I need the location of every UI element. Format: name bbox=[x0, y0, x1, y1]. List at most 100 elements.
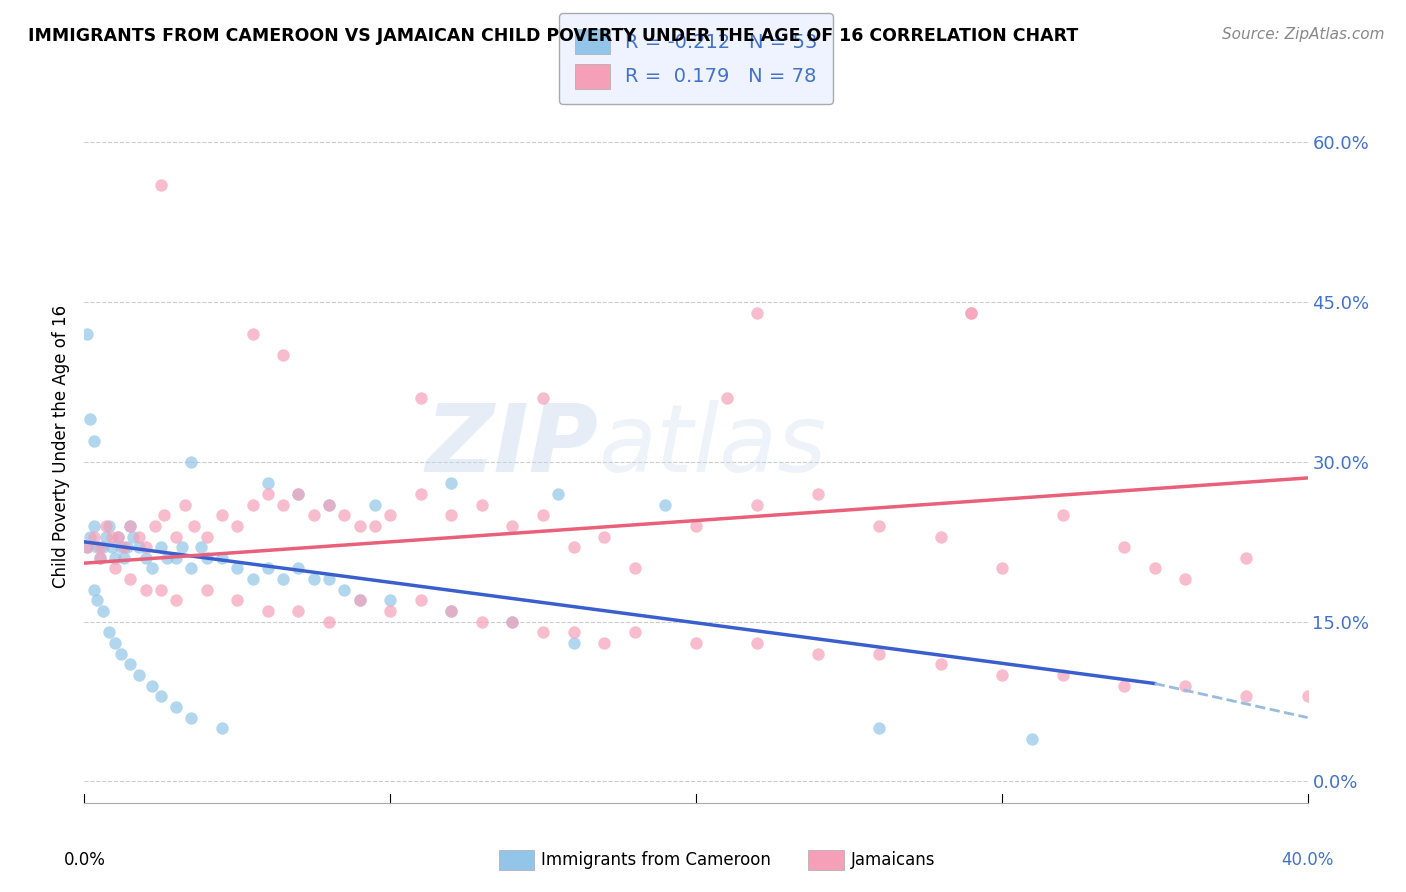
Text: IMMIGRANTS FROM CAMEROON VS JAMAICAN CHILD POVERTY UNDER THE AGE OF 16 CORRELATI: IMMIGRANTS FROM CAMEROON VS JAMAICAN CHI… bbox=[28, 27, 1078, 45]
Point bbox=[149, 540, 172, 554]
Point bbox=[380, 593, 402, 607]
Point bbox=[83, 434, 105, 448]
Point bbox=[135, 540, 157, 554]
Point bbox=[531, 508, 554, 523]
Point bbox=[107, 529, 129, 543]
Point bbox=[271, 572, 294, 586]
Point bbox=[1236, 550, 1258, 565]
Point bbox=[89, 550, 111, 565]
Point bbox=[333, 582, 356, 597]
Point bbox=[97, 519, 120, 533]
Point bbox=[747, 498, 769, 512]
Point bbox=[89, 550, 111, 565]
Point bbox=[547, 487, 569, 501]
Point bbox=[747, 306, 769, 320]
Point bbox=[149, 178, 172, 192]
Point bbox=[226, 519, 249, 533]
Point bbox=[141, 561, 163, 575]
Point bbox=[1296, 690, 1319, 704]
Point bbox=[165, 550, 187, 565]
Point bbox=[287, 604, 309, 618]
Point bbox=[107, 529, 129, 543]
Point bbox=[180, 710, 202, 724]
Point bbox=[364, 519, 387, 533]
Point bbox=[685, 636, 707, 650]
Point bbox=[226, 593, 249, 607]
Point bbox=[318, 498, 340, 512]
Point bbox=[685, 519, 707, 533]
Point bbox=[318, 498, 340, 512]
Point bbox=[1174, 572, 1197, 586]
Point bbox=[83, 529, 105, 543]
Point bbox=[135, 550, 157, 565]
Point bbox=[120, 572, 142, 586]
Text: Jamaicans: Jamaicans bbox=[851, 851, 935, 869]
Point bbox=[120, 519, 142, 533]
Point bbox=[165, 700, 187, 714]
Point bbox=[287, 561, 309, 575]
Point bbox=[91, 540, 114, 554]
Point bbox=[79, 412, 101, 426]
Point bbox=[91, 604, 114, 618]
Point bbox=[562, 625, 585, 640]
Point bbox=[929, 529, 952, 543]
Point bbox=[869, 721, 891, 735]
Text: 40.0%: 40.0% bbox=[1281, 851, 1334, 869]
Point bbox=[115, 540, 138, 554]
Text: ZIP: ZIP bbox=[425, 400, 598, 492]
Point bbox=[94, 519, 117, 533]
Point bbox=[86, 540, 108, 554]
Point bbox=[183, 519, 205, 533]
Point bbox=[624, 625, 647, 640]
Point bbox=[960, 306, 983, 320]
Point bbox=[141, 679, 163, 693]
Text: Source: ZipAtlas.com: Source: ZipAtlas.com bbox=[1222, 27, 1385, 42]
Point bbox=[440, 476, 463, 491]
Point bbox=[211, 550, 233, 565]
Text: Immigrants from Cameroon: Immigrants from Cameroon bbox=[541, 851, 770, 869]
Point bbox=[180, 455, 202, 469]
Point bbox=[333, 508, 356, 523]
Point bbox=[380, 604, 402, 618]
Point bbox=[86, 593, 108, 607]
Point bbox=[112, 550, 135, 565]
Point bbox=[83, 582, 105, 597]
Point bbox=[79, 529, 101, 543]
Point bbox=[76, 540, 98, 554]
Point bbox=[287, 487, 309, 501]
Point bbox=[349, 593, 371, 607]
Point bbox=[349, 593, 371, 607]
Point bbox=[562, 540, 585, 554]
Point bbox=[195, 550, 218, 565]
Point bbox=[409, 487, 432, 501]
Point bbox=[869, 647, 891, 661]
Point bbox=[112, 540, 135, 554]
Point bbox=[211, 508, 233, 523]
Point bbox=[195, 529, 218, 543]
Point bbox=[257, 487, 280, 501]
Point bbox=[120, 657, 142, 672]
Point bbox=[97, 625, 120, 640]
Point bbox=[165, 529, 187, 543]
Point bbox=[94, 529, 117, 543]
Point bbox=[257, 561, 280, 575]
Point bbox=[747, 636, 769, 650]
Point bbox=[104, 561, 127, 575]
Point bbox=[960, 306, 983, 320]
Point bbox=[174, 498, 197, 512]
Point bbox=[593, 529, 616, 543]
Point bbox=[716, 391, 738, 405]
Point bbox=[1052, 668, 1074, 682]
Point bbox=[502, 519, 524, 533]
Point bbox=[1143, 561, 1166, 575]
Point bbox=[195, 582, 218, 597]
Point bbox=[128, 668, 150, 682]
Text: atlas: atlas bbox=[598, 401, 827, 491]
Point bbox=[440, 604, 463, 618]
Point bbox=[593, 636, 616, 650]
Point bbox=[104, 636, 127, 650]
Point bbox=[471, 615, 494, 629]
Point bbox=[531, 625, 554, 640]
Point bbox=[409, 593, 432, 607]
Point bbox=[562, 636, 585, 650]
